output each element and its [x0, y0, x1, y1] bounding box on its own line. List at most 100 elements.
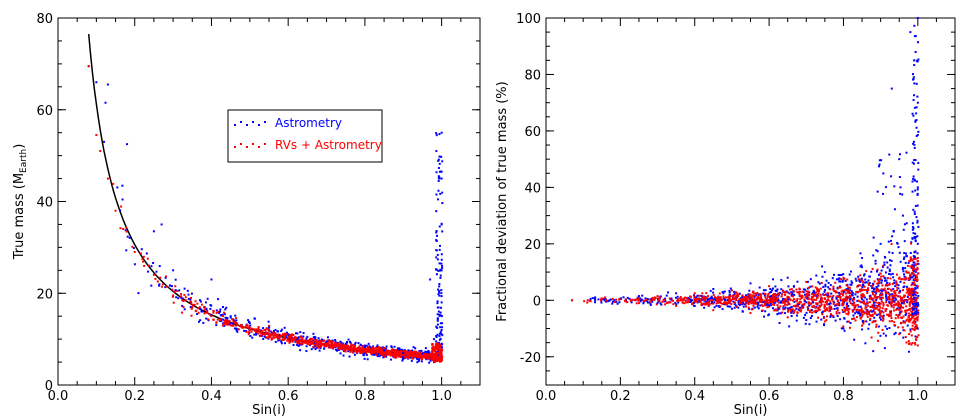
- right-point-astrometry: [876, 190, 879, 193]
- left-point-rv-astrometry: [272, 334, 275, 337]
- right-point-astrometry: [891, 252, 894, 255]
- left-point-rv-astrometry: [410, 355, 413, 358]
- left-point-rv-astrometry: [324, 344, 327, 347]
- right-point-rv-astrometry: [907, 289, 910, 292]
- right-point-rv-astrometry: [818, 305, 821, 308]
- right-point-astrometry: [867, 327, 870, 330]
- right-point-astrometry: [912, 315, 915, 318]
- right-point-rv-astrometry: [897, 316, 900, 319]
- right-point-astrometry: [900, 302, 903, 305]
- right-xtick-label: 0.6: [759, 389, 780, 404]
- right-point-rv-astrometry: [623, 300, 626, 303]
- legend-entry-label: RVs + Astrometry: [275, 138, 382, 152]
- left-point-astrometry: [438, 262, 441, 265]
- right-point-astrometry: [723, 290, 726, 293]
- right-point-rv-astrometry: [737, 295, 740, 298]
- right-point-rv-astrometry: [890, 301, 893, 304]
- left-point-rv-astrometry: [378, 350, 381, 353]
- left-point-rv-astrometry: [342, 347, 345, 350]
- left-point-astrometry: [150, 265, 153, 268]
- left-point-rv-astrometry: [325, 345, 328, 348]
- right-point-astrometry: [802, 291, 805, 294]
- right-point-rv-astrometry: [903, 296, 906, 299]
- right-point-astrometry: [894, 285, 897, 288]
- right-point-rv-astrometry: [877, 279, 880, 282]
- left-point-astrometry: [436, 258, 439, 261]
- left-point-astrometry: [121, 184, 124, 187]
- left-point-astrometry: [376, 353, 379, 356]
- right-point-rv-astrometry: [882, 304, 885, 307]
- right-point-rv-astrometry: [885, 301, 888, 304]
- left-point-rv-astrometry: [306, 342, 309, 345]
- right-point-rv-astrometry: [774, 309, 777, 312]
- right-point-rv-astrometry: [913, 278, 916, 281]
- right-point-rv-astrometry: [767, 299, 770, 302]
- right-point-astrometry: [741, 303, 744, 306]
- left-point-astrometry: [287, 333, 290, 336]
- left-point-astrometry: [363, 357, 366, 360]
- right-point-astrometry: [854, 293, 857, 296]
- right-point-astrometry: [888, 270, 891, 273]
- right-point-rv-astrometry: [878, 304, 881, 307]
- right-point-rv-astrometry: [866, 291, 869, 294]
- right-point-rv-astrometry: [685, 296, 688, 299]
- right-point-rv-astrometry: [911, 265, 914, 268]
- right-point-astrometry: [729, 287, 732, 290]
- right-point-rv-astrometry: [906, 298, 909, 301]
- right-point-astrometry: [639, 298, 642, 301]
- left-point-rv-astrometry: [270, 333, 273, 336]
- right-point-astrometry: [854, 312, 857, 315]
- right-point-astrometry: [761, 301, 764, 304]
- right-point-astrometry: [721, 290, 724, 293]
- right-point-astrometry: [838, 291, 841, 294]
- left-point-rv-astrometry: [273, 331, 276, 334]
- right-point-astrometry: [901, 268, 904, 271]
- left-point-rv-astrometry: [174, 285, 177, 288]
- right-point-rv-astrometry: [885, 291, 888, 294]
- right-point-astrometry: [880, 279, 883, 282]
- left-point-rv-astrometry: [297, 342, 300, 345]
- right-point-astrometry: [615, 300, 618, 303]
- left-point-rv-astrometry: [232, 320, 235, 323]
- right-point-rv-astrometry: [905, 305, 908, 308]
- left-point-rv-astrometry: [434, 356, 437, 359]
- left-point-rv-astrometry: [223, 311, 226, 314]
- left-point-astrometry: [305, 345, 308, 348]
- right-point-rv-astrometry: [727, 301, 730, 304]
- right-point-rv-astrometry: [702, 295, 705, 298]
- right-point-rv-astrometry: [768, 285, 771, 288]
- right-point-astrometry: [912, 142, 915, 145]
- left-point-astrometry: [325, 340, 328, 343]
- right-point-rv-astrometry: [887, 292, 890, 295]
- right-ytick-label: 20: [524, 238, 541, 253]
- right-point-rv-astrometry: [825, 307, 828, 310]
- left-point-rv-astrometry: [245, 325, 248, 328]
- right-point-rv-astrometry: [823, 320, 826, 323]
- right-point-rv-astrometry: [742, 299, 745, 302]
- right-point-astrometry: [914, 35, 917, 38]
- right-point-rv-astrometry: [913, 267, 916, 270]
- right-point-rv-astrometry: [792, 311, 795, 314]
- right-point-astrometry: [650, 298, 653, 301]
- legend-marker: [258, 124, 260, 126]
- left-point-astrometry: [341, 342, 344, 345]
- right-point-astrometry: [913, 212, 916, 215]
- right-point-astrometry: [831, 277, 834, 280]
- right-point-astrometry: [779, 312, 782, 315]
- right-point-astrometry: [862, 320, 865, 323]
- right-point-astrometry: [898, 176, 901, 179]
- right-point-rv-astrometry: [766, 298, 769, 301]
- left-point-rv-astrometry: [370, 352, 373, 355]
- right-point-rv-astrometry: [700, 298, 703, 301]
- right-point-rv-astrometry: [847, 286, 850, 289]
- right-point-rv-astrometry: [889, 288, 892, 291]
- right-point-rv-astrometry: [788, 288, 791, 291]
- left-point-rv-astrometry: [439, 348, 442, 351]
- left-point-astrometry: [318, 339, 321, 342]
- right-point-astrometry: [749, 282, 752, 285]
- left-point-rv-astrometry: [265, 336, 268, 339]
- right-point-rv-astrometry: [879, 310, 882, 313]
- right-point-rv-astrometry: [841, 308, 844, 311]
- right-point-astrometry: [914, 335, 917, 338]
- right-point-rv-astrometry: [864, 307, 867, 310]
